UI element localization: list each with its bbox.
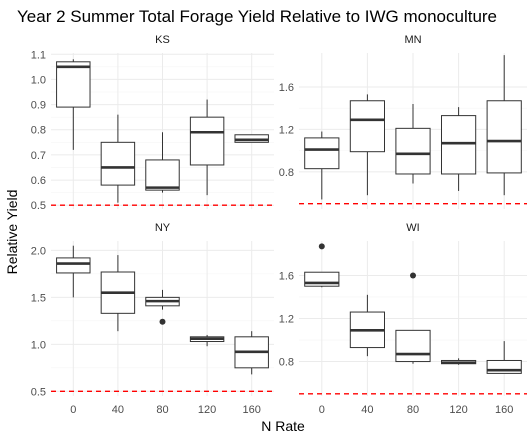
y-tick-label: 1.0 xyxy=(31,339,46,351)
x-tick-label: 120 xyxy=(449,404,467,416)
y-tick-label: 0.5 xyxy=(31,386,46,398)
y-tick-label: 1.1 xyxy=(31,49,46,61)
box-iqr xyxy=(56,61,91,108)
y-tick-label: 0.8 xyxy=(279,357,294,369)
boxplot-ny-40 xyxy=(100,255,136,332)
y-tick-label: 1.5 xyxy=(31,292,46,304)
x-tick-label: 160 xyxy=(495,404,513,416)
boxplot-mn-120 xyxy=(441,107,477,191)
boxplot-wi-120 xyxy=(441,358,477,365)
boxplot-ks-120 xyxy=(189,99,225,196)
x-tick-label: 0 xyxy=(70,404,76,416)
box-iqr xyxy=(56,257,91,274)
y-tick-label: 0.5 xyxy=(31,200,46,212)
facet-label-ks: KS xyxy=(155,34,170,46)
box-iqr xyxy=(441,115,477,175)
x-tick-label: 40 xyxy=(361,404,373,416)
x-tick-label: 120 xyxy=(198,404,216,416)
box-iqr xyxy=(349,100,385,153)
y-tick-label: 1.2 xyxy=(279,124,294,136)
y-tick-label: 0.7 xyxy=(31,150,46,162)
x-tick-label: 80 xyxy=(407,404,419,416)
boxplot-ny-0 xyxy=(56,245,91,298)
outlier-point xyxy=(159,318,166,325)
boxplot-mn-80 xyxy=(395,103,431,184)
y-tick-label: 0.8 xyxy=(31,125,46,137)
boxplot-ny-80 xyxy=(145,289,180,325)
x-tick-label: 80 xyxy=(156,404,168,416)
y-tick-label: 0.8 xyxy=(279,167,294,179)
boxplot-ks-0 xyxy=(56,59,91,150)
box-iqr xyxy=(145,159,180,191)
box-iqr xyxy=(486,100,522,174)
boxplot-ny-120 xyxy=(189,334,225,347)
panel-ny: NY 0.5 1.0 1.5 2.0 0 40 80 120 160 xyxy=(31,222,274,416)
facet-label-mn: MN xyxy=(404,34,421,46)
boxplot-ks-40 xyxy=(100,114,136,203)
x-tick-label: 40 xyxy=(112,404,124,416)
panel-mn: MN 0.8 1.2 1.6 xyxy=(279,34,527,209)
box-iqr xyxy=(100,141,136,186)
x-tick-label: 0 xyxy=(319,404,325,416)
box-iqr xyxy=(395,329,431,363)
outlier-point xyxy=(410,272,416,279)
box-iqr xyxy=(395,127,431,175)
boxplot-mn-0 xyxy=(304,131,340,200)
box-iqr xyxy=(189,116,225,166)
box-iqr xyxy=(304,137,340,170)
boxplot-wi-160 xyxy=(486,341,522,374)
facet-panels: KS 0.5 0.6 0.7 0.8 0.9 1.0 1.1 MN 0.8 1.2 1.6 NY 0.5 1… xyxy=(31,34,527,416)
x-axis-title: N Rate xyxy=(261,418,305,434)
y-tick-label: 0.9 xyxy=(31,100,46,112)
boxplot-mn-40 xyxy=(349,94,385,196)
y-axis-title: Relative Yield xyxy=(4,190,20,275)
facet-label-ny: NY xyxy=(155,222,171,234)
y-tick-label: 0.6 xyxy=(31,175,46,187)
y-tick-label: 2.0 xyxy=(31,245,46,257)
x-tick-label: 160 xyxy=(243,404,261,416)
facet-label-wi: WI xyxy=(406,222,419,234)
y-tick-label: 1.0 xyxy=(31,74,46,86)
boxplot-wi-40 xyxy=(349,294,385,357)
boxplot-ny-160 xyxy=(234,331,269,375)
outlier-point xyxy=(318,243,325,250)
boxplot-ks-160 xyxy=(234,134,269,143)
y-tick-label: 1.6 xyxy=(279,82,294,94)
boxplot-mn-160 xyxy=(486,55,522,196)
y-tick-label: 1.6 xyxy=(279,270,294,282)
chart-title: Year 2 Summer Total Forage Yield Relativ… xyxy=(17,7,497,26)
panel-wi: WI 0.8 1.2 1.6 0 40 80 120 160 xyxy=(279,222,527,416)
boxplot-wi-0 xyxy=(304,243,340,288)
boxplot-wi-80 xyxy=(395,272,431,364)
y-tick-label: 1.2 xyxy=(279,314,294,326)
boxplot-ks-80 xyxy=(145,132,180,193)
panel-ks: KS 0.5 0.6 0.7 0.8 0.9 1.0 1.1 xyxy=(31,34,274,212)
